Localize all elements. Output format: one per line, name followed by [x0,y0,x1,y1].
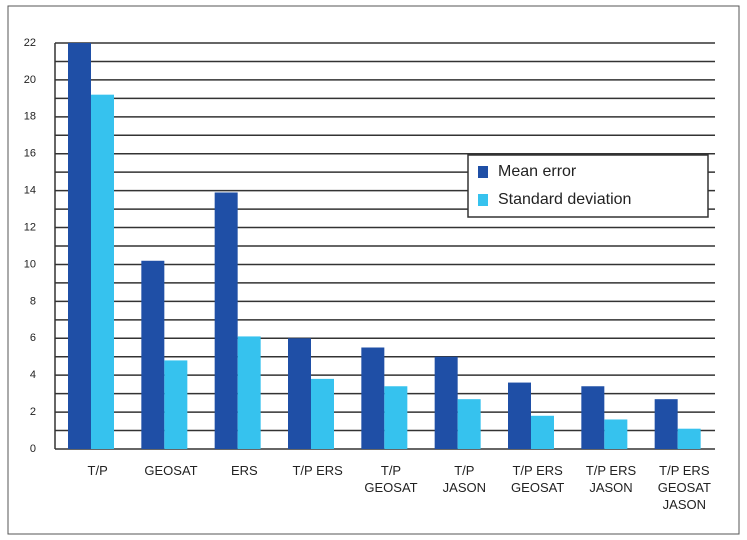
x-tick-label: T/P [87,463,108,478]
bar [361,347,385,449]
bar [288,338,311,449]
bar [311,378,334,449]
x-tick-label: T/P ERS [292,463,343,478]
x-tick-label: T/P GEOSAT [364,463,418,495]
y-tick-label: 8 [30,295,36,307]
bar [384,386,408,449]
legend-swatch [478,194,488,206]
y-tick-label: 4 [30,369,36,381]
y-tick-label: 20 [24,74,36,86]
bar [91,94,114,449]
y-tick-label: 14 [24,185,36,197]
y-tick-label: 0 [30,443,36,455]
legend-box [467,154,709,218]
y-tick-label: 10 [24,258,36,270]
chart-frame [7,5,740,535]
y-tick-label: 22 [24,37,36,49]
y-tick-label: 16 [24,148,36,160]
bar [604,419,628,449]
y-tick-label: 18 [24,111,36,123]
bar [508,382,531,449]
y-tick-label: 6 [30,332,36,344]
bar [214,192,238,449]
bar [581,386,605,449]
bar [68,43,91,449]
x-tick-label: T/P ERS GEOSAT JASON [657,463,711,512]
bar [457,399,481,449]
bar [677,428,701,449]
bar [531,415,554,449]
legend-swatch [478,166,488,178]
legend-label: Standard deviation [498,191,631,208]
bar [141,260,165,449]
bar [164,360,188,449]
bar [654,399,678,449]
x-tick-label: T/P JASON [442,463,486,495]
y-tick-label: 2 [30,406,36,418]
legend-label: Mean error [498,163,577,180]
x-tick-label: T/P ERS GEOSAT [511,463,565,495]
bar [434,356,458,449]
y-tick-label: 12 [24,221,36,233]
x-tick-label: GEOSAT [144,463,198,478]
x-tick-label: T/P ERS JASON [585,463,637,495]
bar [237,336,261,449]
x-tick-label: ERS [230,463,258,478]
